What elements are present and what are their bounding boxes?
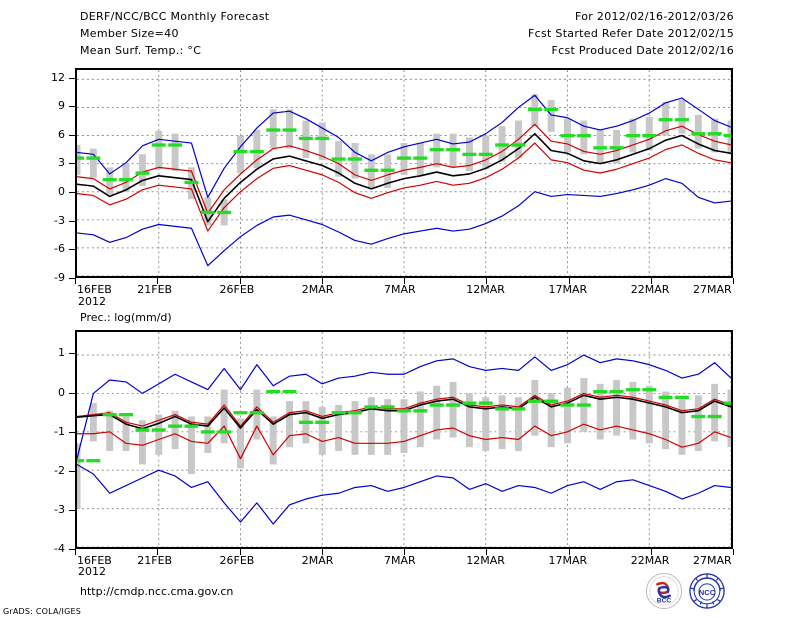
axis-tick-mark: [69, 134, 75, 136]
axis-tick-label: 1: [58, 346, 65, 360]
axis-tick-mark: [75, 278, 76, 284]
axis-tick-label: 7MAR: [384, 283, 416, 296]
axis-tick-mark: [69, 220, 75, 222]
axis-tick-label: 2MAR: [301, 554, 334, 567]
axis-tick-mark: [69, 278, 75, 279]
axis-tick-mark: [69, 431, 75, 433]
forecast-range-label: For 2012/02/16-2012/03/26: [575, 10, 734, 23]
axis-tick-label: 0: [58, 185, 65, 199]
axis-tick-label: -1: [54, 424, 65, 438]
axis-tick-mark: [69, 353, 75, 355]
axis-tick-mark: [650, 549, 652, 555]
axis-tick-label: -3: [54, 213, 65, 227]
axis-tick-label: 27MAR: [693, 283, 732, 296]
axis-tick-label: 3: [58, 156, 65, 170]
axis-tick-mark: [568, 549, 570, 555]
axis-tick-label: 21FEB: [137, 283, 173, 296]
axis-tick-mark: [650, 278, 652, 284]
axis-tick-label: -3: [54, 502, 65, 516]
svg-text:BCC: BCC: [657, 597, 672, 604]
axis-tick-label: 26FEB: [219, 283, 255, 296]
member-size-label: Member Size=40: [80, 27, 179, 40]
temperature-chart: [77, 70, 731, 276]
temp-variable-label: Mean Surf. Temp.: °C: [80, 44, 202, 57]
precipitation-axis-title: Prec.: log(mm/d): [80, 311, 172, 324]
axis-tick-mark: [157, 278, 159, 284]
precipitation-year-label: 2012: [78, 565, 106, 578]
precipitation-chart: [77, 332, 731, 547]
axis-tick-label: 16FEB: [77, 283, 112, 296]
cmdp-url-link[interactable]: http://cmdp.ncc.cma.gov.cn: [80, 585, 234, 598]
svg-text:NCC: NCC: [699, 588, 716, 597]
axis-tick-label: 22MAR: [630, 283, 670, 296]
axis-tick-mark: [75, 549, 76, 555]
axis-tick-mark: [69, 470, 75, 472]
axis-tick-label: 22MAR: [630, 554, 670, 567]
axis-tick-label: 21FEB: [137, 554, 173, 567]
axis-tick-label: 12: [51, 70, 65, 84]
forecast-produced-date-label: Fcst Produced Date 2012/02/16: [551, 44, 734, 57]
axis-tick-mark: [486, 278, 488, 284]
axis-tick-label: 12MAR: [466, 554, 505, 567]
bcc-logo: BCC: [645, 572, 683, 610]
axis-tick-label: 0: [58, 385, 65, 399]
axis-tick-mark: [404, 549, 405, 555]
axis-tick-mark: [69, 509, 75, 511]
precipitation-plot-panel: [75, 330, 733, 549]
axis-tick-label: -6: [54, 242, 65, 256]
axis-tick-mark: [69, 192, 75, 194]
axis-tick-mark: [733, 549, 734, 555]
axis-tick-label: 26FEB: [219, 554, 255, 567]
axis-tick-label: 27MAR: [693, 554, 732, 567]
axis-tick-label: 7MAR: [384, 554, 416, 567]
axis-tick-label: 9: [58, 99, 65, 113]
axis-tick-mark: [157, 549, 159, 555]
axis-tick-mark: [321, 278, 323, 284]
grads-credit-label: GrADS: COLA/IGES: [3, 607, 82, 616]
axis-tick-label: -9: [54, 271, 65, 284]
ncc-logo: NCC: [689, 573, 725, 609]
axis-tick-mark: [69, 106, 75, 108]
axis-tick-mark: [69, 549, 75, 550]
axis-tick-label: 17MAR: [548, 283, 588, 296]
forecast-title: DERF/NCC/BCC Monthly Forecast: [80, 10, 270, 23]
axis-tick-mark: [321, 549, 323, 555]
temperature-plot-panel: [75, 68, 733, 278]
axis-tick-mark: [404, 278, 405, 284]
axis-tick-label: 17MAR: [548, 554, 588, 567]
axis-tick-mark: [69, 392, 75, 394]
axis-tick-label: 16FEB: [77, 554, 112, 567]
axis-tick-label: -4: [54, 542, 65, 555]
axis-tick-label: 12MAR: [466, 283, 505, 296]
axis-tick-mark: [733, 278, 734, 284]
axis-tick-mark: [486, 549, 488, 555]
axis-tick-label: -2: [54, 463, 65, 477]
axis-tick-mark: [239, 549, 241, 555]
temperature-year-label: 2012: [78, 295, 106, 308]
axis-tick-mark: [568, 278, 570, 284]
axis-tick-mark: [69, 77, 75, 79]
axis-tick-label: 2MAR: [301, 283, 334, 296]
axis-tick-mark: [239, 278, 241, 284]
axis-tick-mark: [69, 249, 75, 251]
axis-tick-label: 6: [58, 127, 65, 141]
forecast-refer-date-label: Fcst Started Refer Date 2012/02/15: [528, 27, 734, 40]
axis-tick-mark: [69, 163, 75, 165]
